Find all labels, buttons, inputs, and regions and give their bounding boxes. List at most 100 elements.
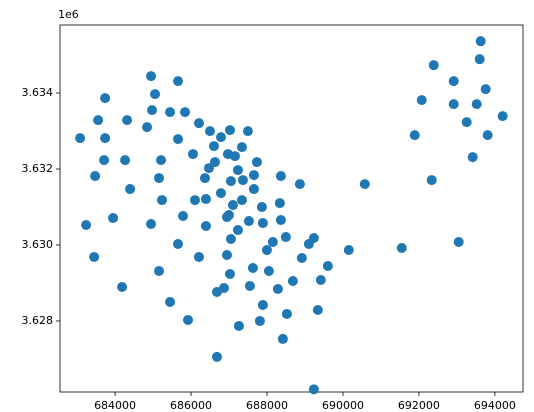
y-tick-label: 3.634 — [22, 86, 54, 99]
point — [280, 232, 291, 243]
point — [117, 281, 128, 292]
point — [229, 151, 240, 162]
point — [261, 245, 272, 256]
point — [475, 36, 486, 47]
point — [193, 118, 204, 129]
point — [482, 130, 493, 141]
point — [224, 125, 235, 136]
point — [471, 99, 482, 110]
point — [236, 195, 247, 206]
point — [193, 252, 204, 263]
point — [396, 243, 407, 254]
point — [236, 142, 247, 153]
point — [154, 265, 165, 276]
point — [247, 262, 258, 273]
point — [125, 184, 136, 195]
point — [312, 304, 323, 315]
point — [308, 384, 319, 395]
point — [200, 194, 211, 205]
point — [232, 165, 243, 176]
point — [224, 268, 235, 279]
point — [150, 89, 161, 100]
point — [251, 157, 262, 168]
point — [409, 130, 420, 141]
point — [227, 200, 238, 211]
point — [467, 152, 478, 163]
point — [165, 296, 176, 307]
point — [263, 265, 274, 276]
y-tick-label: 3.630 — [22, 238, 54, 251]
y-offset-text: 1e6 — [58, 8, 79, 21]
point — [474, 54, 485, 65]
point — [315, 275, 326, 286]
x-tick-label: 690000 — [322, 399, 364, 412]
point — [100, 133, 111, 144]
point — [108, 213, 119, 224]
point — [461, 117, 472, 128]
point — [218, 282, 229, 293]
point — [173, 134, 184, 145]
point — [99, 155, 110, 166]
point — [179, 107, 190, 118]
x-tick-label: 692000 — [398, 399, 440, 412]
point — [359, 179, 370, 190]
point — [215, 188, 226, 199]
x-tick-label: 684000 — [94, 399, 136, 412]
point — [223, 210, 234, 221]
point — [277, 333, 288, 344]
point — [287, 275, 298, 286]
point — [208, 141, 219, 152]
y-tick-label: 3.628 — [22, 314, 54, 327]
point — [267, 237, 278, 248]
point — [75, 133, 86, 144]
point — [237, 175, 248, 186]
point — [154, 173, 165, 184]
point — [221, 250, 232, 261]
point — [294, 179, 305, 190]
point — [209, 157, 220, 168]
point — [165, 107, 176, 118]
point — [93, 115, 104, 126]
point — [416, 95, 427, 106]
point — [182, 314, 193, 325]
point — [215, 132, 226, 143]
y-tick-label: 3.632 — [22, 162, 54, 175]
point — [308, 233, 319, 244]
point — [244, 280, 255, 291]
point — [272, 283, 283, 294]
point — [480, 84, 491, 95]
point — [177, 211, 188, 222]
point — [243, 216, 254, 227]
point — [187, 149, 198, 160]
point — [200, 221, 211, 232]
point — [90, 171, 101, 182]
point — [281, 308, 292, 319]
point — [448, 99, 459, 110]
point — [254, 315, 265, 326]
point — [225, 176, 236, 187]
point — [453, 237, 464, 248]
point — [173, 239, 184, 250]
point — [275, 171, 286, 182]
point — [248, 170, 259, 181]
point — [256, 202, 267, 213]
point — [100, 93, 111, 104]
point — [343, 245, 354, 256]
x-tick-label: 688000 — [246, 399, 288, 412]
point — [248, 184, 259, 195]
point — [242, 126, 253, 137]
point — [233, 320, 244, 331]
point — [173, 76, 184, 87]
point — [189, 195, 200, 206]
point — [232, 225, 243, 236]
axes-frame — [59, 24, 524, 393]
point — [204, 126, 215, 137]
point — [426, 175, 437, 186]
point — [120, 155, 131, 166]
point — [157, 195, 168, 206]
point — [142, 122, 153, 133]
point — [156, 155, 167, 166]
point — [122, 115, 133, 126]
point — [225, 234, 236, 245]
